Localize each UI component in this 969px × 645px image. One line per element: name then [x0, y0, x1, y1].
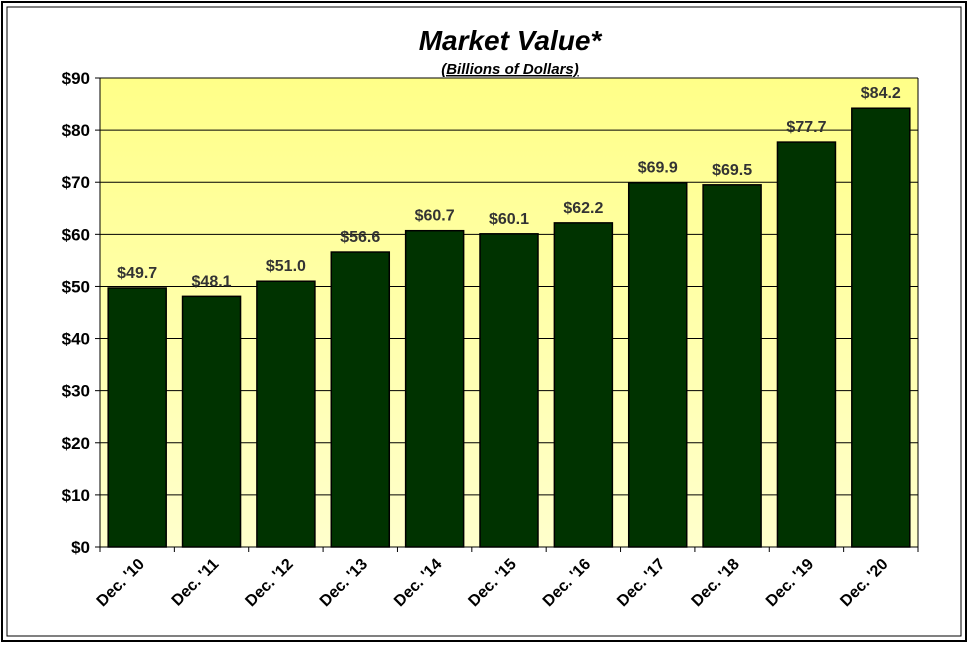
- bar: [553, 222, 614, 548]
- y-tick-label: $20: [62, 434, 90, 453]
- x-tick-label: Dec. '14: [391, 556, 445, 610]
- x-tick-label: Dec. '20: [837, 556, 891, 610]
- x-tick-label: Dec. '15: [465, 556, 519, 610]
- x-tick-label: Dec. '19: [763, 556, 817, 610]
- data-label: $84.2: [861, 85, 901, 102]
- y-tick-label: $40: [62, 330, 90, 349]
- x-tick-label: Dec. '16: [540, 556, 594, 610]
- bar: [404, 229, 465, 548]
- x-tick-label: Dec. '10: [94, 556, 148, 610]
- data-label: $60.7: [415, 208, 455, 225]
- bar: [702, 184, 762, 548]
- bar: [330, 251, 391, 548]
- inner-border: [6, 6, 962, 637]
- bar: [851, 107, 911, 548]
- data-label: $69.9: [638, 160, 678, 177]
- y-tick-label: $90: [62, 69, 90, 88]
- y-tick-label: $80: [62, 121, 90, 140]
- bar: [256, 280, 316, 548]
- data-label: $56.6: [340, 229, 380, 246]
- data-label: $62.2: [563, 200, 603, 217]
- data-label: $69.5: [712, 162, 752, 179]
- y-tick-label: $50: [62, 277, 90, 296]
- data-label: $51.0: [266, 258, 306, 275]
- y-tick-label: $10: [62, 486, 90, 505]
- chart-subtitle: (Billions of Dollars): [441, 61, 579, 78]
- bar: [776, 141, 837, 548]
- x-tick-label: Dec. '13: [317, 556, 371, 610]
- data-label: $60.1: [489, 211, 529, 228]
- bar: [107, 287, 167, 548]
- y-tick-label: $0: [71, 538, 90, 557]
- bar: [181, 295, 242, 548]
- x-tick-label: Dec. '12: [242, 556, 296, 610]
- data-label: $48.1: [192, 273, 232, 290]
- x-tick-label: Dec. '18: [689, 556, 743, 610]
- bar: [627, 181, 688, 548]
- x-tick-label: Dec. '17: [614, 556, 668, 610]
- y-tick-label: $60: [62, 225, 90, 244]
- data-label: $49.7: [117, 265, 157, 282]
- data-label: $77.7: [786, 119, 826, 136]
- y-tick-label: $70: [62, 173, 90, 192]
- chart-title: Market Value*: [419, 25, 603, 56]
- x-tick-label: Dec. '11: [169, 556, 223, 610]
- bar: [479, 233, 539, 548]
- y-tick-label: $30: [62, 382, 90, 401]
